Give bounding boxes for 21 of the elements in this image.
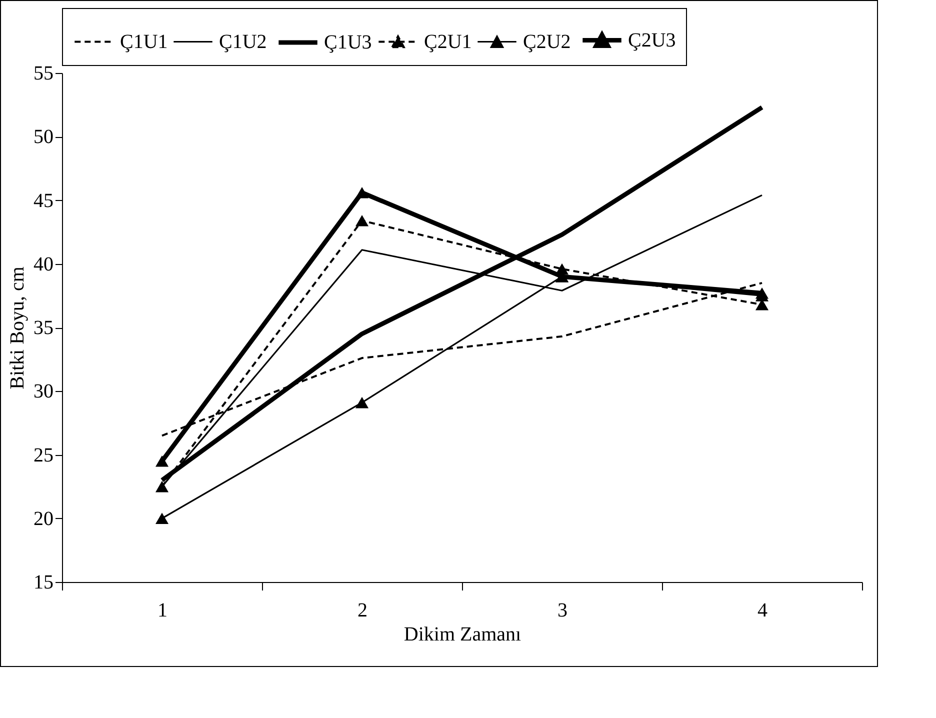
x-tick-label: 2 xyxy=(358,600,368,622)
legend-label: Ç2U3 xyxy=(628,29,676,52)
legend-label: Ç2U2 xyxy=(523,30,571,53)
y-tick-label: 45 xyxy=(34,190,54,212)
x-tick-label: 4 xyxy=(758,600,768,622)
y-tick-label: 40 xyxy=(34,253,54,276)
y-tick-label: 55 xyxy=(34,62,54,84)
y-tick-label: 25 xyxy=(34,444,54,466)
y-tick-label: 30 xyxy=(34,380,54,403)
y-tick-label: 15 xyxy=(34,572,54,594)
y-tick-label: 20 xyxy=(34,508,54,530)
y-tick-label: 35 xyxy=(34,317,54,339)
y-axis-title: Bitki Boyu, cm xyxy=(6,266,28,390)
legend-label: Ç1U1 xyxy=(120,30,168,53)
x-tick-label: 3 xyxy=(558,600,568,622)
legend-label: Ç1U2 xyxy=(219,30,267,53)
legend-label: Ç2U1 xyxy=(424,30,472,53)
legend-label: Ç1U3 xyxy=(324,32,372,54)
x-tick-label: 1 xyxy=(158,600,168,622)
x-axis-title: Dikim Zamanı xyxy=(404,624,522,646)
y-tick-label: 50 xyxy=(34,126,54,148)
